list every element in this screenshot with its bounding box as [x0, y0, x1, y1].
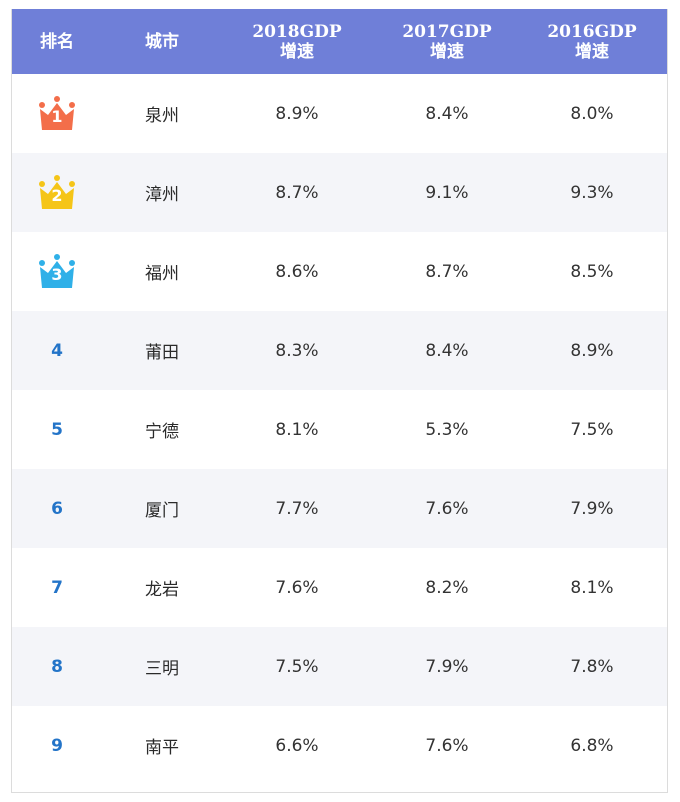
rank-cell: 7 [12, 548, 102, 627]
rank-number: 6 [51, 498, 63, 519]
header-2016-line1: 2016GDP [547, 21, 637, 42]
growth-2017-cell: 8.2% [425, 577, 469, 598]
table-row: 2 漳州 8.7% 9.1% 9.3% [12, 153, 667, 232]
growth-2016-cell: 7.9% [570, 498, 614, 519]
growth-2018-cell: 7.6% [275, 577, 319, 598]
growth-2018-cell: 6.6% [275, 735, 319, 756]
gdp-growth-table: 排名 城市 2018GDP 增速 2017GDP 增速 2016GDP 增速 1 泉州 8… [11, 9, 668, 793]
rank-cell: 4 [12, 311, 102, 390]
growth-2016-cell: 7.5% [570, 419, 614, 440]
rank-cell: 1 [12, 74, 102, 153]
rank-cell: 9 [12, 706, 102, 785]
rank-number: 9 [51, 735, 63, 756]
city-cell: 南平 [145, 738, 179, 758]
city-cell: 泉州 [145, 106, 179, 126]
growth-2018-cell: 8.3% [275, 340, 319, 361]
rank-cell: 2 [12, 153, 102, 232]
growth-2018-cell: 8.7% [275, 182, 319, 203]
table-row: 9 南平 6.6% 7.6% 6.8% [12, 706, 667, 785]
growth-2016-cell: 8.1% [570, 577, 614, 598]
growth-2017-cell: 8.4% [425, 340, 469, 361]
rank-number: 3 [51, 264, 63, 284]
growth-2018-cell: 7.5% [275, 656, 319, 677]
rank-number: 4 [51, 340, 63, 361]
growth-2016-cell: 9.3% [570, 182, 614, 203]
header-2016-line2: 增速 [574, 41, 609, 62]
growth-2017-cell: 9.1% [425, 182, 469, 203]
table-row: 6 厦门 7.7% 7.6% 7.9% [12, 469, 667, 548]
city-cell: 厦门 [145, 501, 179, 521]
city-cell: 龙岩 [145, 580, 179, 600]
growth-2017-cell: 7.9% [425, 656, 469, 677]
table-row: 7 龙岩 7.6% 8.2% 8.1% [12, 548, 667, 627]
growth-2018-cell: 8.9% [275, 103, 319, 124]
growth-2017-cell: 8.7% [425, 261, 469, 282]
rank-number: 2 [51, 185, 63, 205]
header-2018-line2: 增速 [279, 41, 314, 62]
city-cell: 三明 [145, 659, 179, 679]
crown-icon: 1 [38, 95, 76, 132]
growth-2017-cell: 7.6% [425, 735, 469, 756]
growth-2016-cell: 8.5% [570, 261, 614, 282]
growth-2017-cell: 7.6% [425, 498, 469, 519]
growth-2018-cell: 8.1% [275, 419, 319, 440]
rank-cell: 8 [12, 627, 102, 706]
crown-icon: 3 [38, 253, 76, 290]
table-row: 4 莆田 8.3% 8.4% 8.9% [12, 311, 667, 390]
growth-2018-cell: 7.7% [275, 498, 319, 519]
header-2018-growth: 2018GDP 增速 [222, 9, 372, 74]
rank-number: 5 [51, 419, 63, 440]
table-row: 8 三明 7.5% 7.9% 7.8% [12, 627, 667, 706]
crown-icon: 2 [38, 174, 76, 211]
header-2016-growth: 2016GDP 增速 [517, 9, 667, 74]
table-row: 3 福州 8.6% 8.7% 8.5% [12, 232, 667, 311]
growth-2016-cell: 8.9% [570, 340, 614, 361]
table-row: 5 宁德 8.1% 5.3% 7.5% [12, 390, 667, 469]
header-2017-line1: 2017GDP [402, 21, 492, 42]
header-rank: 排名 [40, 31, 74, 52]
table-row: 1 泉州 8.9% 8.4% 8.0% [12, 74, 667, 153]
header-2017-line2: 增速 [429, 41, 464, 62]
rank-number: 7 [51, 577, 63, 598]
growth-2016-cell: 6.8% [570, 735, 614, 756]
city-cell: 福州 [145, 264, 179, 284]
header-2017-growth: 2017GDP 增速 [372, 9, 522, 74]
growth-2018-cell: 8.6% [275, 261, 319, 282]
city-cell: 莆田 [145, 343, 179, 363]
table-header: 排名 城市 2018GDP 增速 2017GDP 增速 2016GDP 增速 [12, 9, 667, 74]
rank-cell: 3 [12, 232, 102, 311]
growth-2016-cell: 7.8% [570, 656, 614, 677]
rank-number: 1 [51, 106, 63, 126]
rank-cell: 5 [12, 390, 102, 469]
header-city: 城市 [145, 31, 179, 52]
growth-2017-cell: 8.4% [425, 103, 469, 124]
rank-cell: 6 [12, 469, 102, 548]
header-2018-line1: 2018GDP [252, 21, 342, 42]
growth-2017-cell: 5.3% [425, 419, 469, 440]
rank-number: 8 [51, 656, 63, 677]
city-cell: 漳州 [145, 185, 179, 205]
growth-2016-cell: 8.0% [570, 103, 614, 124]
city-cell: 宁德 [145, 422, 179, 442]
